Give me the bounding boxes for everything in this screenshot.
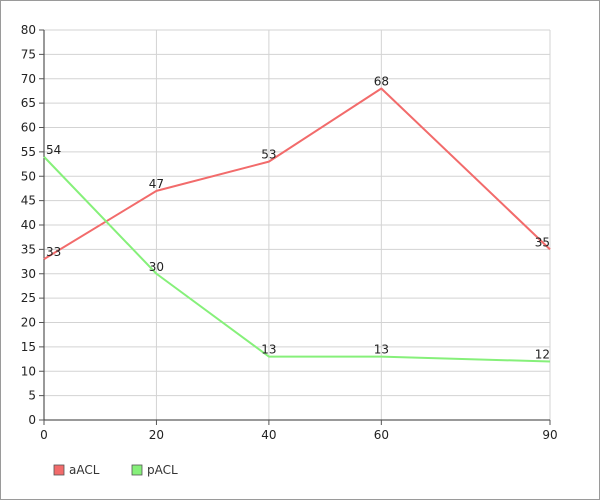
x-tick-label: 20 xyxy=(149,428,164,442)
series-line-aACL xyxy=(43,87,551,260)
data-label-pACL: 30 xyxy=(149,260,164,274)
legend-swatch-pACL xyxy=(131,464,143,476)
y-tick-label: 65 xyxy=(21,96,36,110)
data-labels: 33 47 53 68 35 54 30 13 13 12 xyxy=(46,75,550,362)
y-tick-label: 30 xyxy=(21,267,36,281)
x-axis-ticks: 0 20 40 60 90 xyxy=(40,420,558,442)
series-line-pACL xyxy=(43,156,551,363)
legend: aACL pACL xyxy=(53,463,178,477)
y-tick-label: 80 xyxy=(21,23,36,37)
x-tick-label: 90 xyxy=(542,428,557,442)
y-tick-label: 5 xyxy=(28,389,36,403)
y-tick-label: 35 xyxy=(21,242,36,256)
y-tick-label: 10 xyxy=(21,364,36,378)
data-label-pACL: 13 xyxy=(374,343,389,357)
y-tick-label: 25 xyxy=(21,291,36,305)
data-label-aACL: 33 xyxy=(46,245,61,259)
data-label-aACL: 35 xyxy=(535,235,550,249)
data-label-pACL: 13 xyxy=(261,343,276,357)
x-tick-label: 0 xyxy=(40,428,48,442)
y-tick-label: 75 xyxy=(21,47,36,61)
y-tick-label: 60 xyxy=(21,121,36,135)
data-label-aACL: 47 xyxy=(149,177,164,191)
y-tick-label: 40 xyxy=(21,218,36,232)
data-label-aACL: 53 xyxy=(261,148,276,162)
data-label-pACL: 54 xyxy=(46,143,61,157)
legend-swatch-aACL xyxy=(53,464,65,476)
y-axis-ticks: 0 5 10 15 20 25 30 35 40 45 50 55 60 65 70 75 80 xyxy=(21,23,44,427)
legend-label-pACL: pACL xyxy=(147,463,178,477)
y-tick-label: 15 xyxy=(21,340,36,354)
x-tick-label: 40 xyxy=(261,428,276,442)
y-tick-label: 70 xyxy=(21,72,36,86)
legend-label-aACL: aACL xyxy=(69,463,100,477)
data-label-aACL: 68 xyxy=(374,75,389,89)
y-tick-label: 20 xyxy=(21,316,36,330)
data-label-pACL: 12 xyxy=(535,348,550,362)
y-tick-label: 0 xyxy=(28,413,36,427)
y-tick-label: 50 xyxy=(21,169,36,183)
x-tick-label: 60 xyxy=(374,428,389,442)
y-tick-label: 55 xyxy=(21,145,36,159)
grid-lines xyxy=(44,29,551,420)
y-tick-label: 45 xyxy=(21,194,36,208)
series-lines xyxy=(43,87,551,363)
